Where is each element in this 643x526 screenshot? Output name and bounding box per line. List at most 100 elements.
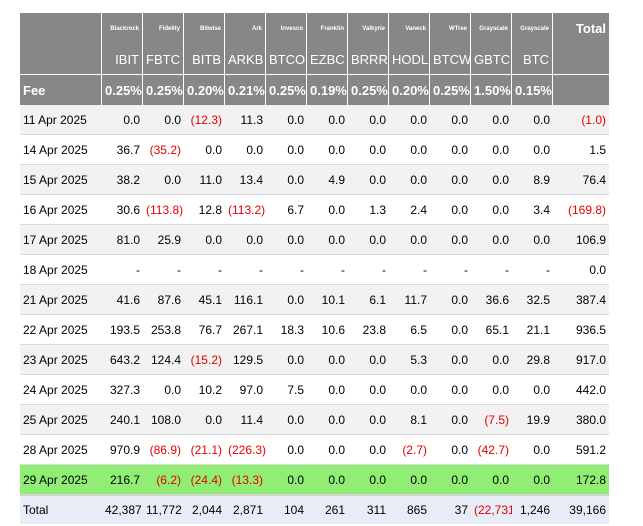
totals-row: Total 42,387 11,772 2,044 2,871 104 261 311 865 3…: [20, 495, 609, 524]
flow-value: 87.6: [143, 285, 184, 315]
totals-value: 311: [348, 495, 389, 524]
flow-value: (35.2): [143, 135, 184, 165]
flow-value: -: [102, 255, 143, 285]
flow-value: 0.0: [471, 345, 512, 375]
flow-value: 0.0: [430, 225, 471, 255]
flow-value: 25.9: [143, 225, 184, 255]
flow-value: 29.8: [512, 345, 553, 375]
ticker-btc: BTC: [512, 44, 553, 74]
flow-value: 19.9: [512, 405, 553, 435]
ticker-bitb: BITB: [184, 44, 225, 74]
flow-value: -: [225, 255, 266, 285]
row-date: 21 Apr 2025: [20, 285, 102, 315]
flow-value: 0.0: [307, 195, 348, 225]
flow-value: 30.6: [102, 195, 143, 225]
flow-value: 0.0: [512, 465, 553, 495]
totals-value: 37: [430, 495, 471, 524]
ticker-gbtc: GBTC: [471, 44, 512, 74]
row-date: 18 Apr 2025: [20, 255, 102, 285]
row-date: 11 Apr 2025: [20, 105, 102, 135]
fee-value: 0.25%: [143, 74, 184, 105]
flow-value: 193.5: [102, 315, 143, 345]
fee-row: Fee 0.25% 0.25% 0.20% 0.21% 0.25% 0.19% 0.25% 0.…: [20, 74, 609, 105]
flow-value: 240.1: [102, 405, 143, 435]
flow-value: 32.5: [512, 285, 553, 315]
flow-value: 0.0: [307, 375, 348, 405]
table-row: 17 Apr 2025 81.0 25.9 0.0 0.0 0.0 0.0 0.0 0.0 0.0…: [20, 225, 609, 255]
row-date: 22 Apr 2025: [20, 315, 102, 345]
flow-value: 0.0: [143, 375, 184, 405]
provider-name: Invesco: [266, 13, 307, 44]
fee-value: 0.20%: [184, 74, 225, 105]
flow-value: 0.0: [430, 165, 471, 195]
flow-value: 0.0: [471, 165, 512, 195]
header-blank-cell: [553, 44, 609, 74]
flow-value: 8.9: [512, 165, 553, 195]
table-footer: Total 42,387 11,772 2,044 2,871 104 261 311 865 3…: [20, 495, 609, 524]
flow-value: 0.0: [512, 105, 553, 135]
flow-value: 0.0: [389, 375, 430, 405]
row-total: 442.0: [553, 375, 609, 405]
flow-value: 0.0: [389, 135, 430, 165]
flow-value: 108.0: [143, 405, 184, 435]
table-header: Blackrock Fidelity Bitwise Ark Invesco Frankl…: [20, 13, 609, 105]
flow-value: 0.0: [471, 195, 512, 225]
flow-value: 36.7: [102, 135, 143, 165]
table-row: 11 Apr 2025 0.0 0.0 (12.3) 11.3 0.0 0.0 0.0 0.0 0…: [20, 105, 609, 135]
flow-value: (15.2): [184, 345, 225, 375]
ticker-ibit: IBIT: [102, 44, 143, 74]
flow-value: (12.3): [184, 105, 225, 135]
flow-value: 0.0: [512, 225, 553, 255]
flow-value: 124.4: [143, 345, 184, 375]
flow-value: 267.1: [225, 315, 266, 345]
totals-value: 1,246: [512, 495, 553, 524]
flow-value: 0.0: [348, 345, 389, 375]
ticker-btco: BTCO: [266, 44, 307, 74]
flow-value: 10.6: [307, 315, 348, 345]
flow-value: 0.0: [143, 105, 184, 135]
flow-value: -: [143, 255, 184, 285]
fee-value: 0.20%: [389, 74, 430, 105]
flow-value: 0.0: [512, 135, 553, 165]
flow-value: 0.0: [512, 435, 553, 465]
flow-value: (7.5): [471, 405, 512, 435]
totals-value: 11,772: [143, 495, 184, 524]
flow-value: 21.1: [512, 315, 553, 345]
row-total: 106.9: [553, 225, 609, 255]
flow-value: 2.4: [389, 195, 430, 225]
row-date: 28 Apr 2025: [20, 435, 102, 465]
flow-value: 0.0: [307, 435, 348, 465]
flow-value: 0.0: [471, 225, 512, 255]
provider-name: Valkyrie: [348, 13, 389, 44]
row-total: (1.0): [553, 105, 609, 135]
flow-value: -: [184, 255, 225, 285]
flow-value: (42.7): [471, 435, 512, 465]
ticker-arkb: ARKB: [225, 44, 266, 74]
flow-value: 0.0: [266, 135, 307, 165]
totals-value: 104: [266, 495, 307, 524]
provider-name: Vaneck: [389, 13, 430, 44]
flow-value: 6.5: [389, 315, 430, 345]
flow-value: 0.0: [307, 105, 348, 135]
flow-value: 10.2: [184, 375, 225, 405]
flow-value: (13.3): [225, 465, 266, 495]
flow-value: 41.6: [102, 285, 143, 315]
flow-value: 0.0: [307, 465, 348, 495]
totals-value: 261: [307, 495, 348, 524]
flow-value: 6.7: [266, 195, 307, 225]
flow-value: 0.0: [266, 465, 307, 495]
row-date: 24 Apr 2025: [20, 375, 102, 405]
flow-value: (226.3): [225, 435, 266, 465]
totals-value: 2,044: [184, 495, 225, 524]
flow-value: 0.0: [266, 345, 307, 375]
flow-value: 6.1: [348, 285, 389, 315]
flow-value: 11.4: [225, 405, 266, 435]
flow-value: 11.7: [389, 285, 430, 315]
flow-value: (24.4): [184, 465, 225, 495]
flow-value: 327.3: [102, 375, 143, 405]
flow-value: 0.0: [348, 105, 389, 135]
flow-value: 129.5: [225, 345, 266, 375]
flow-value: 97.0: [225, 375, 266, 405]
row-total: 936.5: [553, 315, 609, 345]
flow-value: 0.0: [102, 105, 143, 135]
